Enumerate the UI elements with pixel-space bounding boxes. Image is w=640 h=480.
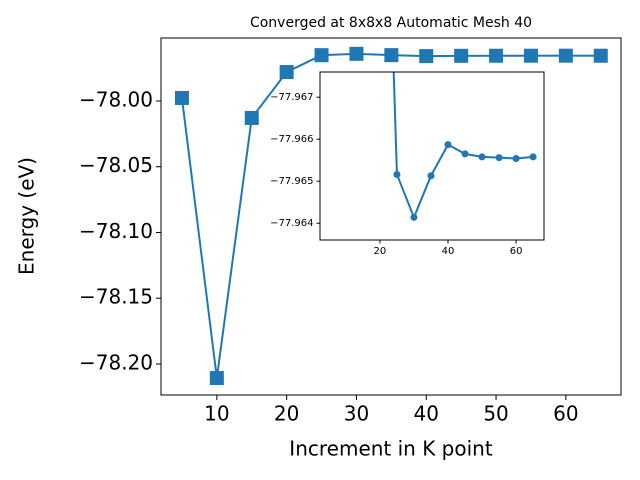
marker	[384, 48, 399, 63]
marker	[512, 155, 520, 163]
x-tick-label: 30	[344, 402, 369, 426]
marker	[454, 48, 469, 63]
marker	[444, 141, 452, 149]
marker	[174, 90, 189, 105]
marker	[523, 48, 538, 63]
marker	[461, 150, 469, 158]
series-group	[174, 46, 608, 386]
y-tick-label: −77.965	[270, 176, 313, 187]
y-tick-label: −78.00	[79, 87, 153, 111]
x-tick-label: 40	[414, 402, 439, 426]
marker	[593, 48, 608, 63]
x-axis-label: Increment in K point	[289, 437, 493, 461]
marker	[349, 46, 364, 61]
x-tick-label: 60	[553, 402, 578, 426]
marker	[279, 65, 294, 80]
marker	[529, 153, 537, 161]
x-tick-label: 40	[442, 246, 455, 257]
x-tick-label: 60	[510, 246, 523, 257]
x-tick-label: 20	[274, 402, 299, 426]
y-tick-label: −78.05	[79, 153, 153, 177]
y-tick-label: −78.15	[79, 285, 153, 309]
y-axis-label: Energy (eV)	[15, 157, 39, 275]
x-tick-label: 20	[374, 246, 387, 257]
marker	[314, 48, 329, 63]
x-tick-label: 10	[204, 402, 229, 426]
plot-area	[320, 72, 544, 240]
marker	[419, 49, 434, 64]
y-tick-label: −78.20	[79, 350, 153, 374]
chart-title: Converged at 8x8x8 Automatic Mesh 40	[250, 15, 532, 31]
y-tick-label: −78.10	[79, 219, 153, 243]
marker	[495, 154, 503, 162]
marker	[209, 371, 224, 386]
marker	[427, 172, 435, 180]
marker	[489, 48, 504, 63]
x-tick-label: 50	[483, 402, 508, 426]
marker	[558, 48, 573, 63]
series-group	[392, 72, 537, 221]
marker	[478, 153, 486, 161]
marker	[393, 170, 401, 178]
series-line	[392, 72, 534, 220]
axes-frame	[160, 37, 622, 396]
marker	[244, 110, 259, 125]
y-tick-label: −77.967	[270, 92, 313, 103]
marker	[410, 213, 418, 221]
axes-frame	[319, 71, 545, 241]
y-tick-label: −77.964	[270, 218, 313, 229]
y-tick-label: −77.966	[270, 134, 313, 145]
